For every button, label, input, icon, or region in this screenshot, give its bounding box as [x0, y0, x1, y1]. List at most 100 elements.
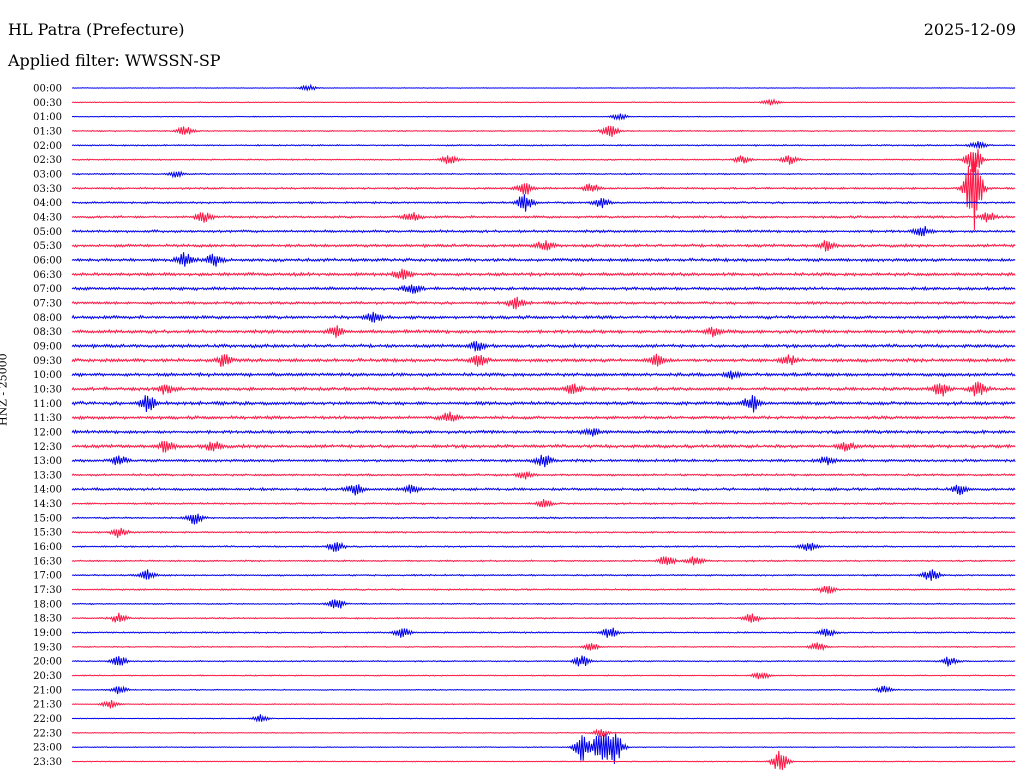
time-tick-label: 03:30	[33, 184, 62, 195]
trace-line	[71, 341, 1016, 352]
trace-line	[71, 627, 1016, 638]
trace-line	[71, 440, 1016, 453]
trace-line	[71, 353, 1016, 367]
time-tick-label: 19:00	[33, 628, 62, 639]
time-tick-label: 02:00	[33, 141, 62, 152]
trace-line	[71, 212, 1016, 223]
time-tick-label: 15:30	[33, 528, 62, 539]
trace-line	[71, 98, 1016, 106]
time-tick-label: 03:00	[33, 169, 62, 180]
time-tick-label: 15:00	[33, 513, 62, 524]
time-tick-label: 06:00	[33, 255, 62, 266]
time-tick-label: 09:00	[33, 341, 62, 352]
trace-line	[71, 470, 1016, 480]
time-tick-label: 20:30	[33, 671, 62, 682]
trace-line	[71, 655, 1016, 667]
trace-line	[71, 394, 1016, 413]
trace-line	[71, 714, 1016, 723]
time-tick-label: 00:00	[33, 84, 62, 95]
time-tick-label: 16:00	[33, 542, 62, 553]
trace-line	[71, 733, 1016, 765]
trace-line	[71, 750, 1016, 770]
time-tick-label: 22:30	[33, 728, 62, 739]
time-tick-label: 05:30	[33, 241, 62, 252]
time-tick-label: 17:30	[33, 585, 62, 596]
time-tick-label: 18:30	[33, 614, 62, 625]
time-tick-label: 00:30	[33, 98, 62, 109]
time-tick-label: 20:00	[33, 657, 62, 668]
trace-line	[71, 513, 1016, 525]
time-tick-label: 12:00	[33, 427, 62, 438]
trace-group	[71, 83, 1016, 770]
trace-line	[71, 170, 1016, 179]
time-tick-label: 10:00	[33, 370, 62, 381]
time-tick-label: 04:30	[33, 212, 62, 223]
trace-line	[71, 728, 1016, 738]
time-tick-label: 16:30	[33, 556, 62, 567]
time-label-group: 00:00 00:30 01:00 01:30 02:00 02:30 03:00 03:30…	[33, 84, 62, 769]
time-tick-label: 14:30	[33, 499, 62, 510]
trace-line	[71, 411, 1016, 422]
trace-line	[71, 569, 1016, 581]
time-tick-label: 18:00	[33, 599, 62, 610]
time-tick-label: 04:00	[33, 198, 62, 209]
trace-line	[71, 484, 1016, 496]
trace-line	[71, 240, 1016, 252]
trace-line	[71, 296, 1016, 310]
trace-line	[71, 252, 1016, 267]
time-tick-label: 11:30	[33, 413, 62, 424]
time-tick-label: 13:30	[33, 470, 62, 481]
trace-line	[71, 612, 1016, 623]
time-tick-label: 09:30	[33, 356, 62, 367]
filter-label: Applied filter: WWSSN-SP	[8, 51, 221, 70]
time-tick-label: 23:00	[33, 743, 62, 754]
time-tick-label: 10:30	[33, 384, 62, 395]
trace-line	[71, 149, 1016, 173]
trace-line	[71, 83, 1016, 92]
trace-line	[71, 671, 1016, 680]
time-tick-label: 07:00	[33, 284, 62, 295]
time-tick-label: 21:00	[33, 685, 62, 696]
trace-line	[71, 599, 1016, 609]
trace-line	[71, 499, 1016, 508]
time-tick-label: 08:30	[33, 327, 62, 338]
trace-line	[71, 152, 1016, 231]
time-tick-label: 19:30	[33, 642, 62, 653]
trace-line	[71, 194, 1016, 212]
trace-line	[71, 427, 1016, 437]
trace-line	[71, 226, 1016, 237]
trace-line	[71, 125, 1016, 138]
trace-line	[71, 685, 1016, 695]
trace-line	[71, 381, 1016, 397]
trace-line	[71, 284, 1016, 294]
time-tick-label: 22:00	[33, 714, 62, 725]
time-tick-label: 13:00	[33, 456, 62, 467]
record-date: 2025-12-09	[923, 20, 1016, 39]
time-tick-label: 11:00	[33, 399, 62, 410]
trace-line	[71, 370, 1016, 380]
trace-line	[71, 311, 1016, 323]
trace-line	[71, 113, 1016, 122]
time-tick-label: 08:00	[33, 313, 62, 324]
time-tick-label: 05:00	[33, 227, 62, 238]
trace-line	[71, 556, 1016, 566]
time-tick-label: 14:00	[33, 485, 62, 496]
time-tick-label: 01:30	[33, 126, 62, 137]
trace-line	[71, 541, 1016, 552]
trace-line	[71, 325, 1016, 338]
trace-line	[71, 527, 1016, 538]
time-tick-label: 23:30	[33, 757, 62, 768]
trace-line	[71, 642, 1016, 652]
trace-line	[71, 454, 1016, 468]
trace-line	[71, 699, 1016, 709]
time-tick-label: 21:30	[33, 700, 62, 711]
station-title: HL Patra (Prefecture)	[8, 20, 185, 39]
time-tick-label: 17:00	[33, 571, 62, 582]
time-tick-label: 01:00	[33, 112, 62, 123]
time-tick-label: 02:30	[33, 155, 62, 166]
time-tick-label: 07:30	[33, 298, 62, 309]
time-tick-label: 06:30	[33, 270, 62, 281]
trace-line	[71, 141, 1016, 150]
time-tick-label: 12:30	[33, 442, 62, 453]
